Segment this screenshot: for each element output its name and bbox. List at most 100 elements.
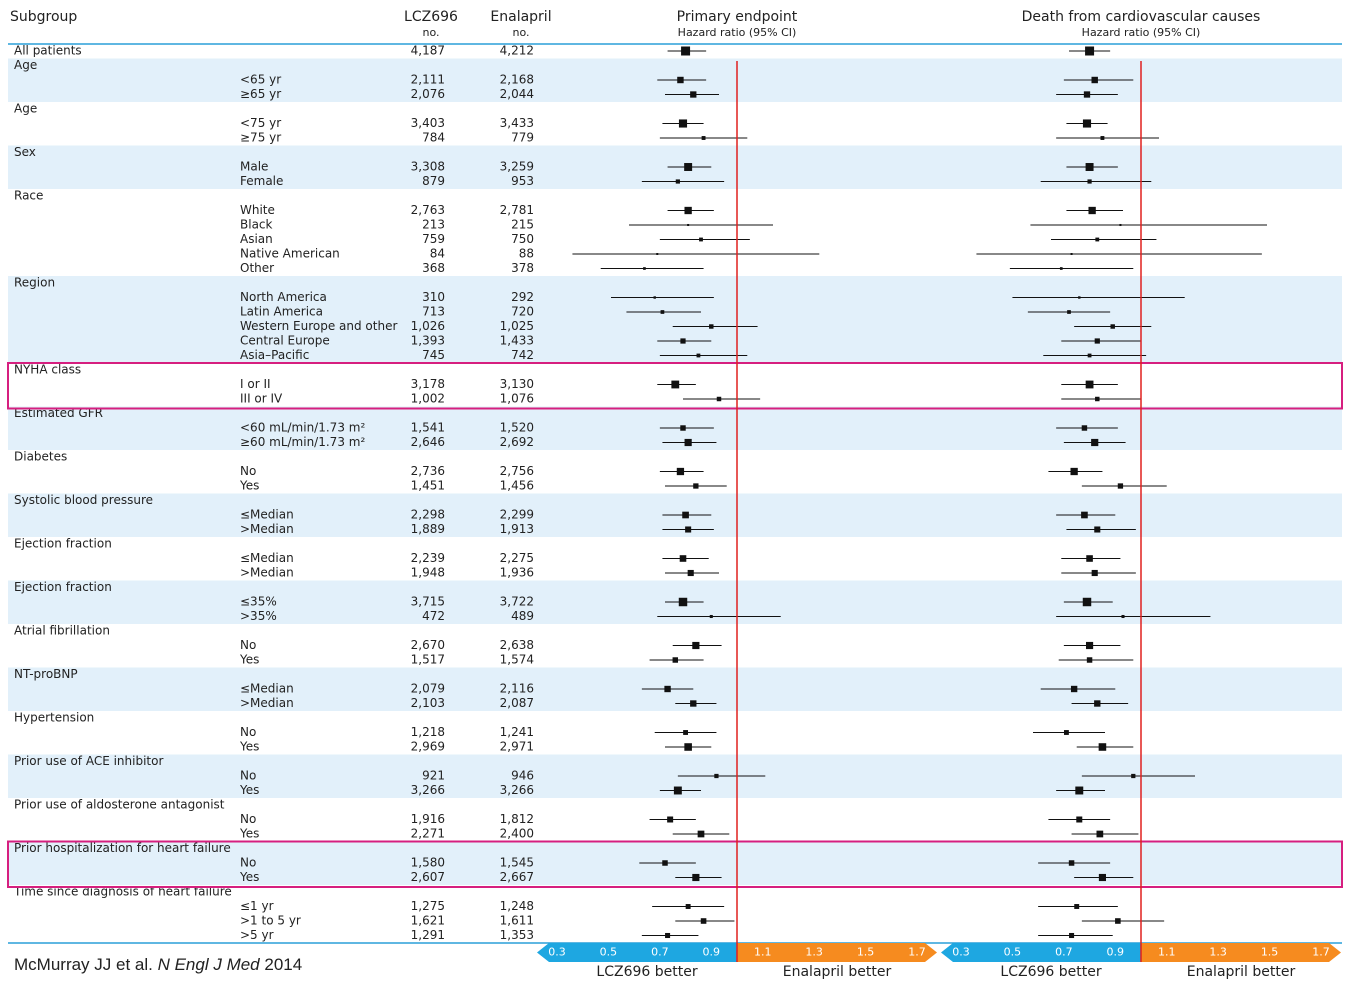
- point-estimate: [1085, 46, 1095, 56]
- n-lcz: 1,889: [411, 522, 445, 536]
- n-enal: 2,044: [500, 87, 534, 101]
- panel-title: Death from cardiovascular causes: [1022, 9, 1261, 25]
- group-label: Age: [14, 102, 37, 116]
- point-estimate: [1083, 91, 1091, 98]
- n-lcz: 2,076: [411, 87, 445, 101]
- group-label: Ejection fraction: [14, 580, 112, 594]
- point-estimate: [653, 296, 656, 299]
- n-lcz: 1,580: [411, 856, 445, 870]
- subgroup-label: Native American: [240, 247, 340, 261]
- citation-authors: McMurray JJ et al.: [14, 955, 153, 974]
- n-lcz: 879: [422, 174, 445, 188]
- point-estimate: [684, 206, 692, 215]
- point-estimate: [684, 163, 693, 171]
- point-estimate: [1091, 438, 1099, 447]
- axis-arrow-left: [537, 943, 737, 962]
- point-estimate: [662, 860, 668, 866]
- point-estimate: [1094, 526, 1101, 533]
- header-no: no.: [422, 26, 439, 39]
- subgroup-label: >5 yr: [240, 928, 274, 942]
- x-tick-label: 1.5: [857, 946, 875, 959]
- subgroup-label: Yes: [239, 783, 259, 797]
- n-enal: 2,971: [500, 740, 534, 754]
- header-subgroup: Subgroup: [10, 9, 77, 25]
- highlight-box: [7, 840, 1343, 888]
- n-enal: 1,520: [500, 421, 534, 435]
- point-estimate: [1095, 396, 1100, 402]
- point-estimate: [656, 253, 659, 255]
- point-estimate: [1091, 569, 1098, 577]
- subgroup-label: Yes: [239, 653, 259, 667]
- n-enal: 946: [511, 769, 534, 783]
- point-estimate: [714, 773, 719, 779]
- n-lcz: 745: [422, 348, 445, 362]
- n-enal: 3,266: [500, 783, 534, 797]
- point-estimate: [690, 700, 697, 707]
- point-estimate: [665, 932, 671, 939]
- point-estimate: [1070, 253, 1073, 255]
- point-estimate: [664, 685, 671, 693]
- point-estimate: [1088, 206, 1096, 215]
- group-label: Prior hospitalization for heart failure: [14, 841, 231, 855]
- n-lcz: 1,621: [411, 914, 445, 928]
- citation-journal: N Engl J Med: [158, 955, 261, 974]
- n-enal: 292: [511, 290, 534, 304]
- axis-arrow-right: [1141, 943, 1341, 962]
- subgroup-label: ≥75 yr: [240, 131, 281, 145]
- point-estimate: [673, 786, 682, 795]
- subgroup-label: Yes: [239, 479, 259, 493]
- x-tick-label: 0.5: [600, 946, 618, 959]
- n-lcz: 2,736: [411, 464, 445, 478]
- point-estimate: [1098, 743, 1107, 751]
- n-enal: 3,130: [500, 377, 534, 391]
- point-estimate: [1082, 597, 1092, 607]
- n-enal: 2,756: [500, 464, 534, 478]
- point-estimate: [696, 353, 701, 358]
- point-estimate: [671, 380, 680, 389]
- group-label: Diabetes: [14, 450, 67, 464]
- point-estimate: [716, 396, 722, 402]
- point-estimate: [1091, 76, 1098, 84]
- point-estimate: [1131, 773, 1136, 779]
- subgroup-label: III or IV: [240, 392, 283, 406]
- subgroup-label: Central Europe: [240, 334, 330, 348]
- n-enal: 1,353: [500, 928, 534, 942]
- point-estimate: [1098, 873, 1106, 882]
- point-estimate: [678, 597, 688, 607]
- group-label: All patients: [14, 44, 82, 58]
- n-enal: 1,241: [500, 725, 534, 739]
- n-enal: 2,299: [500, 508, 534, 522]
- point-estimate: [700, 918, 707, 924]
- point-estimate: [1063, 730, 1069, 735]
- n-lcz: 2,239: [411, 551, 445, 565]
- point-estimate: [1081, 511, 1088, 519]
- x-tick-label: 0.3: [952, 946, 970, 959]
- subgroup-label: Male: [240, 160, 268, 174]
- n-enal: 1,545: [500, 856, 534, 870]
- point-estimate: [1076, 816, 1083, 823]
- n-lcz: 2,763: [411, 203, 445, 217]
- point-estimate: [683, 730, 689, 735]
- point-estimate: [1081, 425, 1088, 431]
- n-enal: 1,456: [500, 479, 534, 493]
- subgroup-label: No: [240, 812, 256, 826]
- n-lcz: 1,218: [411, 725, 445, 739]
- point-estimate: [692, 873, 700, 882]
- x-tick-label: 1.3: [1209, 946, 1227, 959]
- point-estimate: [681, 46, 691, 56]
- n-enal: 2,667: [500, 870, 534, 884]
- better-left: LCZ696 better: [1000, 964, 1101, 980]
- point-estimate: [684, 743, 692, 751]
- point-estimate: [1070, 685, 1078, 693]
- better-right: Enalapril better: [783, 964, 892, 980]
- group-label: Atrial fibrillation: [14, 624, 110, 638]
- point-estimate: [672, 657, 679, 663]
- n-lcz: 2,079: [411, 682, 445, 696]
- n-lcz: 3,266: [411, 783, 445, 797]
- subgroup-label: ≤Median: [240, 551, 294, 565]
- n-enal: 88: [519, 247, 534, 261]
- point-estimate: [1117, 483, 1124, 489]
- point-estimate: [693, 483, 699, 489]
- better-right: Enalapril better: [1187, 964, 1296, 980]
- n-lcz: 3,715: [411, 595, 445, 609]
